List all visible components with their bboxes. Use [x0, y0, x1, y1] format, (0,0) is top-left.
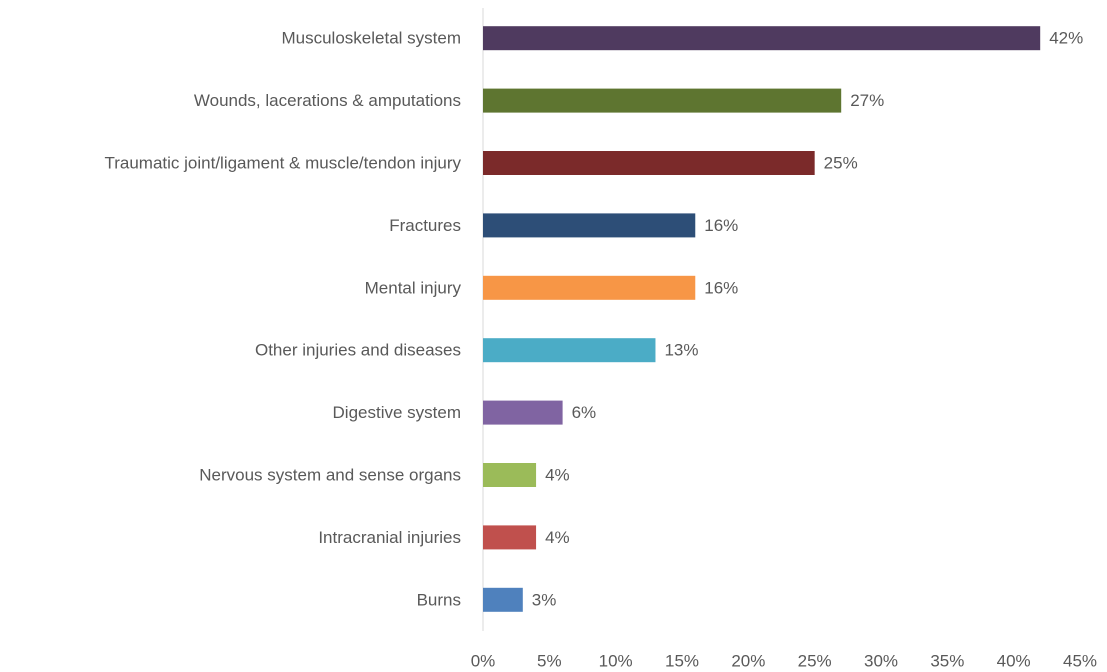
x-tick-label: 15%	[665, 651, 699, 670]
x-tick-label: 35%	[930, 651, 964, 670]
x-tick-label: 0%	[471, 651, 496, 670]
y-tick-label: Other injuries and diseases	[255, 341, 461, 360]
y-tick-label: Digestive system	[333, 403, 461, 422]
data-label: 16%	[704, 216, 738, 235]
x-tick-label: 45%	[1063, 651, 1097, 670]
bar	[483, 587, 523, 612]
y-tick-label: Intracranial injuries	[318, 528, 461, 547]
y-tick-label: Wounds, lacerations & amputations	[194, 91, 461, 110]
y-tick-label: Nervous system and sense organs	[199, 465, 461, 484]
bar	[483, 525, 537, 550]
x-tick-label: 10%	[599, 651, 633, 670]
x-tick-label: 5%	[537, 651, 562, 670]
bar	[483, 151, 815, 175]
y-tick-label: Mental injury	[365, 278, 462, 297]
x-tick-label: 20%	[731, 651, 765, 670]
data-label: 4%	[545, 465, 570, 484]
bar	[483, 213, 696, 238]
bar	[483, 88, 842, 113]
bar	[483, 275, 696, 300]
y-tick-label: Fractures	[389, 216, 461, 235]
bar	[483, 338, 656, 363]
bar	[483, 400, 563, 425]
data-label: 4%	[545, 528, 570, 547]
data-label: 6%	[572, 403, 597, 422]
y-tick-label: Traumatic joint/ligament & muscle/tendon…	[104, 153, 461, 172]
x-tick-label: 30%	[864, 651, 898, 670]
bar	[483, 26, 1041, 51]
x-tick-label: 40%	[997, 651, 1031, 670]
data-label: 13%	[664, 341, 698, 360]
x-tick-label: 25%	[798, 651, 832, 670]
data-label: 42%	[1049, 29, 1083, 48]
y-tick-label: Burns	[417, 590, 461, 609]
data-label: 25%	[824, 153, 858, 172]
y-tick-label: Musculoskeletal system	[281, 29, 461, 48]
data-label: 3%	[532, 590, 557, 609]
data-label: 16%	[704, 278, 738, 297]
bar	[483, 463, 537, 487]
data-label: 27%	[850, 91, 884, 110]
